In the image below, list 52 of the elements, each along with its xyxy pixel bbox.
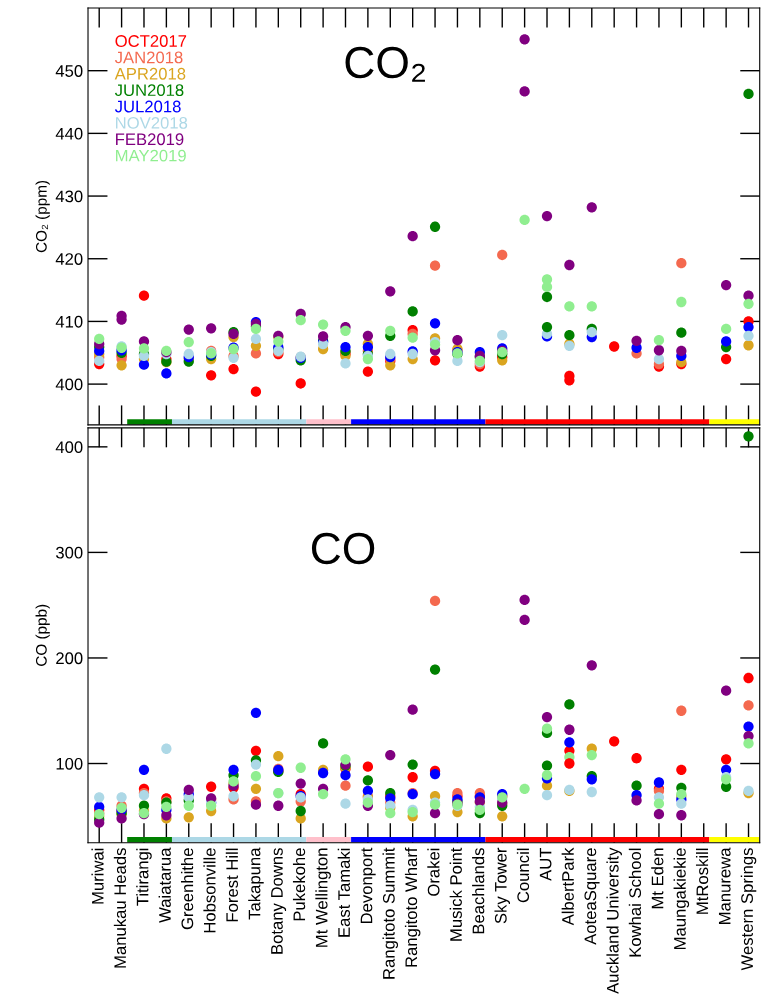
x-tick-label: AoteaSquare <box>584 848 600 945</box>
text: MAY2019 <box>116 149 186 162</box>
x-tick-label: Auckland University <box>606 847 622 994</box>
text: APR2018 <box>114 67 186 80</box>
text: JAN2018 <box>114 51 183 64</box>
x-tick-label: Forest Hill <box>225 848 239 922</box>
x-tick-label: Sky Tower <box>494 847 510 924</box>
y-tick-label: 400 <box>55 441 83 454</box>
y-tick-label: 400 <box>55 378 83 391</box>
x-tick-label: Muriwai <box>91 848 104 904</box>
x-tick-label: Kowhai School <box>628 848 642 957</box>
x-tick-label: AlbertPark <box>561 847 574 926</box>
x-tick-label: Devonport <box>360 847 376 924</box>
y-axis-title: CO₂ (ppm) <box>35 180 50 253</box>
x-tick-label: Beachlands <box>472 848 485 934</box>
x-tick-label: East Tamaki <box>337 848 350 937</box>
x-tick-label: Rangitoto Summit <box>382 847 399 979</box>
text: JUN2018 <box>114 84 184 97</box>
y-tick-label: 440 <box>55 127 83 140</box>
x-tick-label: Mt Eden <box>651 848 664 909</box>
text: NOV2018 <box>116 116 188 129</box>
x-tick-label: Takapuna <box>248 847 264 920</box>
x-tick-label: AUT <box>539 847 552 881</box>
y-tick-label: 100 <box>56 757 83 770</box>
x-tick-label: Musick Point <box>449 847 462 941</box>
x-tick-label: Pukekohe <box>292 848 306 921</box>
x-tick-label: Manukau Heads <box>113 848 127 968</box>
text: JUL2018 <box>114 100 181 113</box>
x-tick-label: Orakei <box>427 848 440 896</box>
x-tick-label: Rangitoto Wharf <box>404 847 421 967</box>
x-tick-label: Greenhithe <box>181 848 194 930</box>
annotation: CO₂ <box>345 46 425 82</box>
x-tick-label: Titirangi <box>136 848 152 906</box>
x-tick-label: Maungakiekie <box>673 848 690 950</box>
y-tick-label: 450 <box>55 65 83 77</box>
y-tick-label: 410 <box>55 315 83 328</box>
x-tick-label: Council <box>516 848 530 903</box>
y-tick-label: 200 <box>56 652 83 665</box>
text: OCT2017 <box>115 35 187 47</box>
y-tick-label: 420 <box>55 253 83 265</box>
x-tick-label: Hobsonville <box>203 848 216 933</box>
annotation: CO <box>311 532 375 565</box>
x-tick-label: Mt Wellington <box>315 848 331 947</box>
x-tick-label: MtRoskill <box>695 848 709 914</box>
x-tick-label: Waiatarua <box>158 847 171 923</box>
y-tick-label: 300 <box>55 546 83 559</box>
x-tick-label: Western Springs <box>740 848 757 971</box>
text: FEB2019 <box>116 133 184 146</box>
x-tick-label: Manurewa <box>718 847 731 924</box>
y-axis-title: CO (ppb) <box>35 604 50 666</box>
x-tick-label: Botany Downs <box>271 848 287 954</box>
y-tick-label: 430 <box>55 190 83 203</box>
